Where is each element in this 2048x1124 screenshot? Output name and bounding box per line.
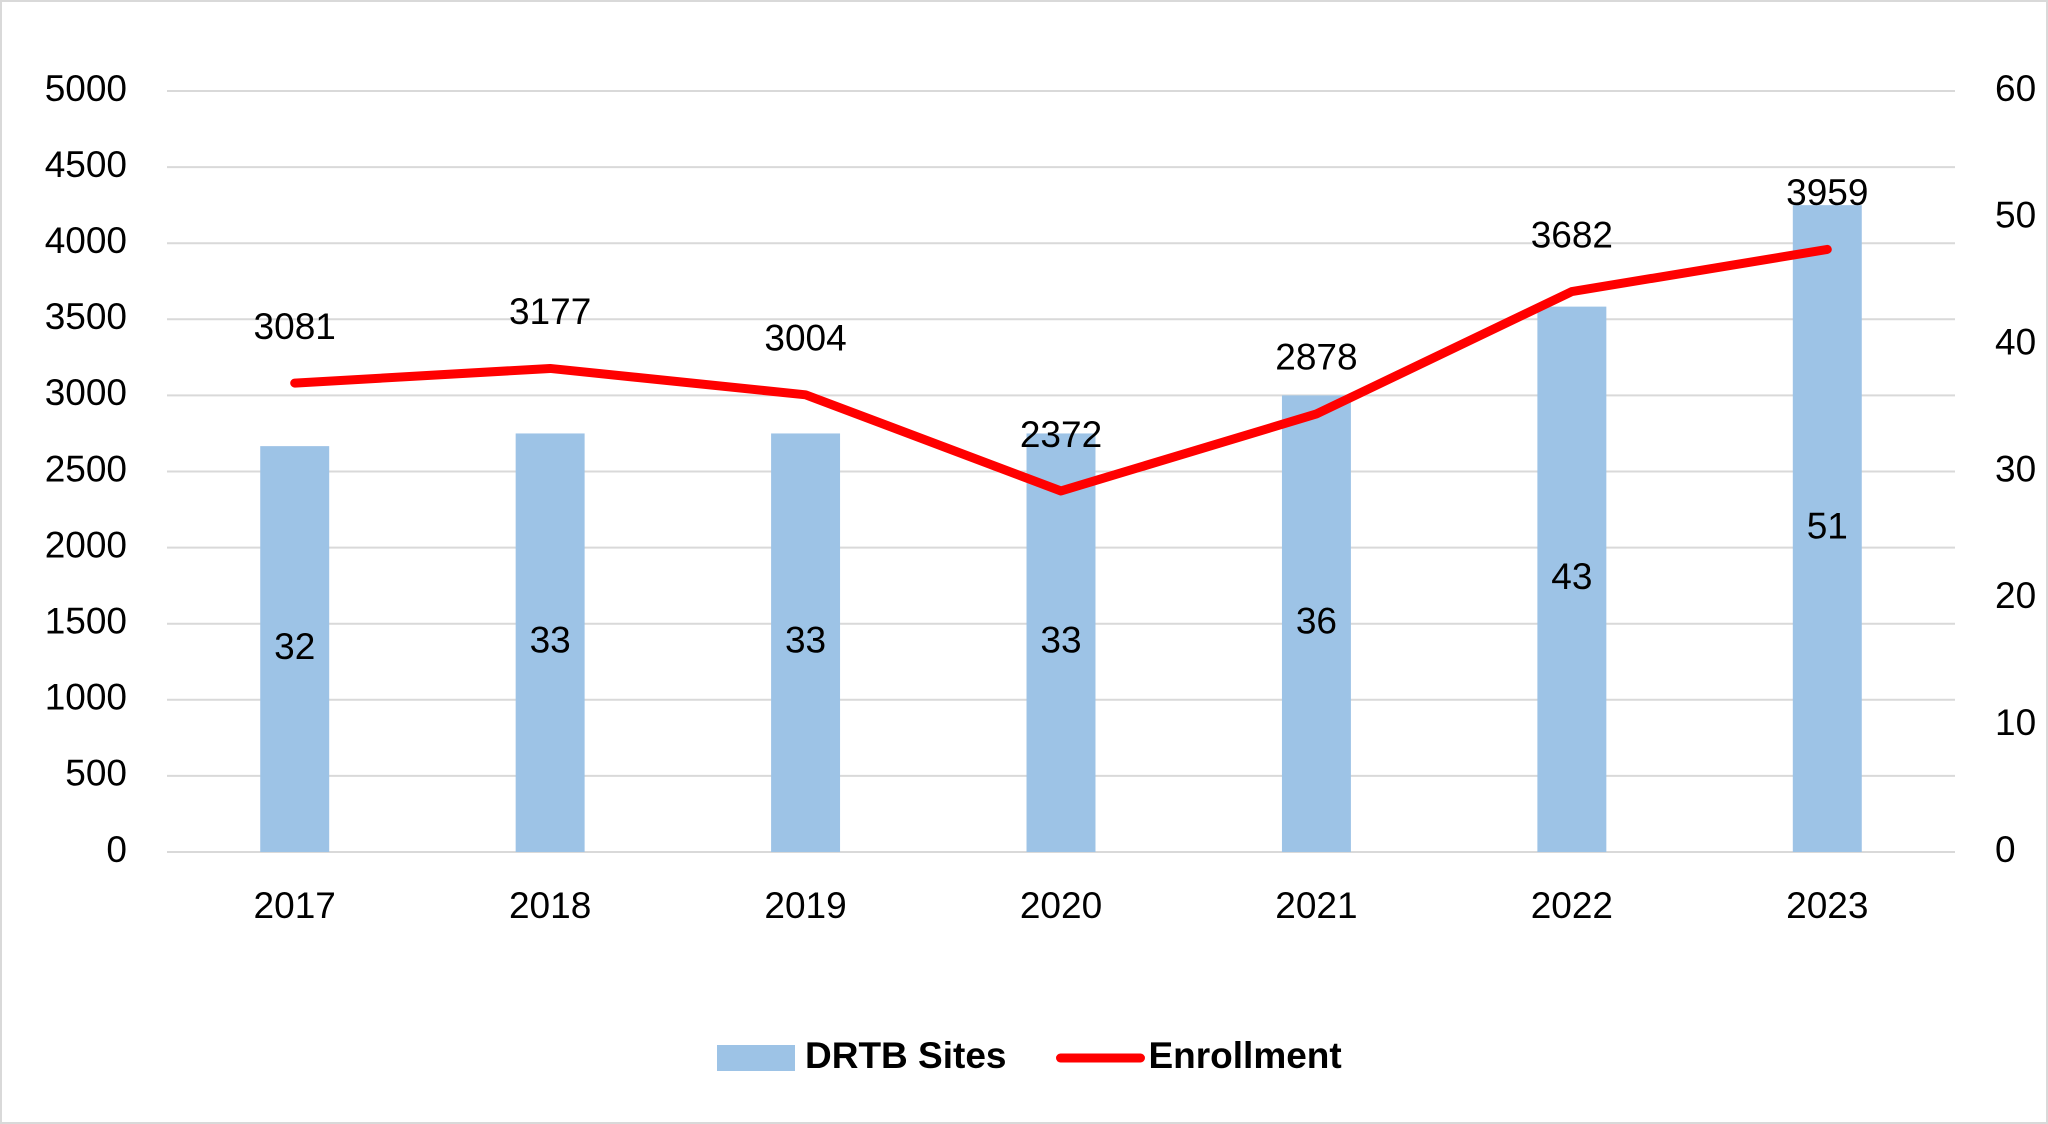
line-value-label: 3177 bbox=[509, 291, 591, 332]
x-tick-label: 2021 bbox=[1275, 885, 1357, 926]
y2-tick-label: 60 bbox=[1995, 68, 2036, 109]
bar-value-label: 36 bbox=[1296, 600, 1337, 641]
y-tick-label: 3000 bbox=[45, 372, 127, 413]
x-tick-label: 2019 bbox=[764, 885, 846, 926]
bar-value-label: 43 bbox=[1551, 556, 1592, 597]
bar bbox=[1281, 395, 1351, 852]
bar-value-label: 51 bbox=[1807, 505, 1848, 546]
bar bbox=[1792, 205, 1862, 852]
y-tick-label: 500 bbox=[65, 753, 127, 794]
bar-value-label: 33 bbox=[785, 620, 826, 661]
y-tick-label: 3500 bbox=[45, 296, 127, 337]
y-tick-label: 4000 bbox=[45, 220, 127, 261]
y2-tick-label: 40 bbox=[1995, 321, 2036, 362]
bar-value-label: 33 bbox=[1040, 620, 1081, 661]
y2-tick-label: 20 bbox=[1995, 575, 2036, 616]
bar-value-label: 32 bbox=[274, 626, 315, 667]
line-value-label: 3081 bbox=[254, 306, 336, 347]
y-tick-label: 0 bbox=[106, 829, 127, 870]
bar bbox=[515, 433, 585, 852]
x-tick-label: 2020 bbox=[1020, 885, 1102, 926]
y2-tick-label: 0 bbox=[1995, 829, 2016, 870]
y2-tick-label: 10 bbox=[1995, 702, 2036, 743]
y2-tick-label: 30 bbox=[1995, 448, 2036, 489]
bar bbox=[1026, 433, 1096, 852]
y-tick-label: 2000 bbox=[45, 524, 127, 565]
y-tick-label: 5000 bbox=[45, 68, 127, 109]
line-value-label: 2878 bbox=[1275, 337, 1357, 378]
y-tick-label: 1500 bbox=[45, 600, 127, 641]
line-value-label: 2372 bbox=[1020, 414, 1102, 455]
x-tick-label: 2018 bbox=[509, 885, 591, 926]
bar-value-label: 33 bbox=[530, 620, 571, 661]
line-value-label: 3004 bbox=[764, 318, 846, 359]
y-tick-label: 4500 bbox=[45, 144, 127, 185]
y-tick-label: 1000 bbox=[45, 677, 127, 718]
x-tick-label: 2023 bbox=[1786, 885, 1868, 926]
x-tick-label: 2017 bbox=[254, 885, 336, 926]
bar bbox=[771, 433, 841, 852]
y2-tick-label: 50 bbox=[1995, 195, 2036, 236]
x-tick-label: 2022 bbox=[1531, 885, 1613, 926]
bar bbox=[1537, 306, 1607, 852]
line-value-label: 3682 bbox=[1531, 214, 1613, 255]
y-tick-label: 2500 bbox=[45, 448, 127, 489]
line bbox=[290, 244, 1832, 496]
bar bbox=[260, 446, 330, 852]
line-value-label: 3959 bbox=[1786, 172, 1868, 213]
legend-swatch bbox=[717, 1045, 795, 1071]
legend-label: DRTB Sites bbox=[805, 1035, 1006, 1076]
legend-label: Enrollment bbox=[1148, 1035, 1341, 1076]
